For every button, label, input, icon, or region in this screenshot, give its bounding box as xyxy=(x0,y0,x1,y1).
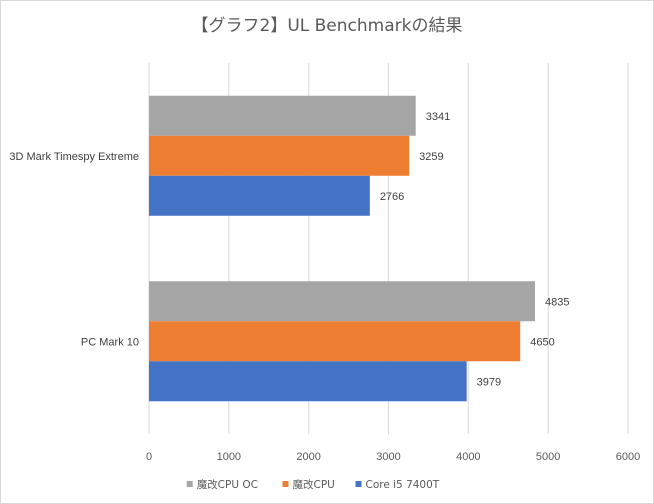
x-tick-label: 2000 xyxy=(296,451,320,463)
category-label: 3D Mark Timespy Extreme xyxy=(9,151,139,163)
bar-cpu-oc-3d-mark-timespy-extreme xyxy=(149,95,416,136)
legend-swatch-cpu xyxy=(282,481,289,487)
data-labels: 3341 3259 2766 4835 4650 3979 xyxy=(380,111,570,389)
data-label: 3259 xyxy=(419,151,443,163)
x-tick-label: 4000 xyxy=(456,451,480,463)
x-tick-label: 1000 xyxy=(217,451,241,463)
bar-cpu-oc-pc-mark-10 xyxy=(149,281,535,322)
legend-swatch-core-i5-7400t xyxy=(355,481,362,487)
bar-core-i5-7400t-pc-mark-10 xyxy=(149,361,467,402)
legend-label: Core i5 7400T xyxy=(366,479,440,491)
legend: 魔改CPU OC 魔改CPU Core i5 7400T xyxy=(186,478,440,491)
category-label: PC Mark 10 xyxy=(81,336,139,348)
x-tick-label: 3000 xyxy=(376,451,400,463)
legend-label: 魔改CPU xyxy=(293,478,335,491)
chart-title: 【グラフ2】UL Benchmarkの結果 xyxy=(192,16,463,36)
data-label: 3341 xyxy=(426,111,450,123)
x-tick-label: 5000 xyxy=(536,451,560,463)
x-tick-label: 0 xyxy=(146,451,152,463)
data-label: 2766 xyxy=(380,191,404,203)
bar-cpu-pc-mark-10 xyxy=(149,321,521,362)
x-tick-label: 6000 xyxy=(616,451,640,463)
value-axis-ticks: 0 1000 2000 3000 4000 5000 6000 xyxy=(146,451,640,463)
legend-label: 魔改CPU OC xyxy=(197,478,258,491)
category-axis-labels: 3D Mark Timespy Extreme PC Mark 10 xyxy=(9,151,139,349)
data-label: 3979 xyxy=(477,376,501,388)
bars xyxy=(149,95,535,402)
legend-swatch-cpu-oc xyxy=(186,481,193,487)
data-label: 4835 xyxy=(545,296,569,308)
bar-cpu-3d-mark-timespy-extreme xyxy=(149,135,410,176)
bar-core-i5-7400t-3d-mark-timespy-extreme xyxy=(149,175,370,216)
data-label: 4650 xyxy=(530,336,554,348)
